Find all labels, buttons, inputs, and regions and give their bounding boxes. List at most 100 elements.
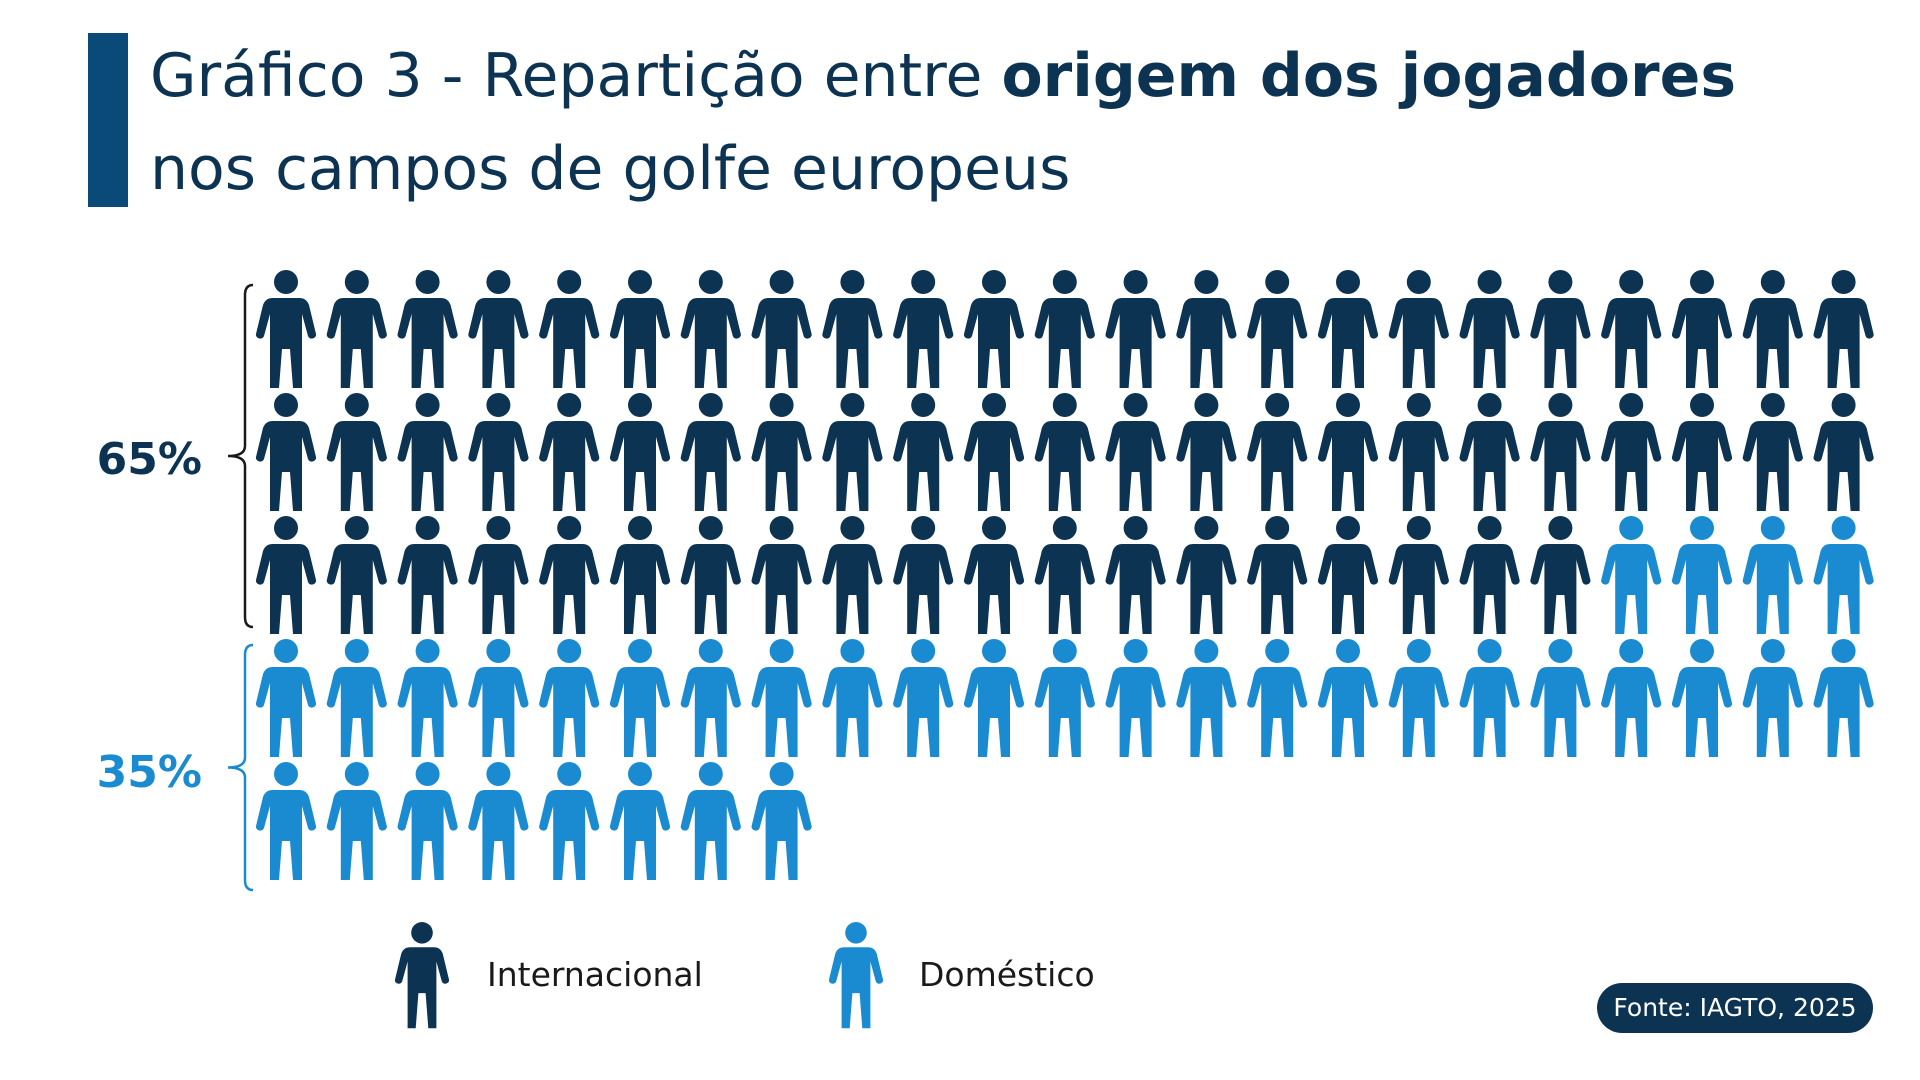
person-icon-internacional xyxy=(680,393,741,511)
person-icon-domestico xyxy=(1601,639,1662,757)
person-icon-internacional xyxy=(397,393,458,511)
person-icon-internacional xyxy=(1247,393,1308,511)
person-icon-internacional xyxy=(255,516,317,634)
person-icon-internacional xyxy=(963,516,1025,634)
person-icon-internacional xyxy=(1742,270,1803,388)
person-icon-domestico xyxy=(326,762,387,880)
percent-label-domestico: 35% xyxy=(97,747,202,798)
person-icon-internacional xyxy=(1247,270,1308,388)
person-icon-internacional xyxy=(1530,516,1591,634)
person-icon-internacional xyxy=(822,270,883,388)
person-icon-domestico xyxy=(1813,516,1874,634)
person-icon-internacional xyxy=(1671,270,1733,388)
person-icon-internacional xyxy=(1176,393,1237,511)
person-icon-internacional xyxy=(1247,516,1308,634)
person-icon-internacional xyxy=(609,393,671,511)
person-icon-internacional xyxy=(1105,516,1166,634)
person-icon-domestico xyxy=(1671,639,1733,757)
person-icon-domestico xyxy=(893,639,954,757)
person-icon-internacional xyxy=(326,393,387,511)
person-icon-internacional xyxy=(1459,516,1520,634)
title-part2: nos campos de golfe europeus xyxy=(150,134,1071,204)
person-icon-domestico xyxy=(609,639,671,757)
person-icon-internacional xyxy=(1813,393,1874,511)
person-icon-internacional xyxy=(893,393,954,511)
person-icon-internacional xyxy=(751,393,812,511)
person-icon-domestico xyxy=(397,762,458,880)
person-icon-internacional xyxy=(893,270,954,388)
person-icon-internacional xyxy=(680,516,741,634)
person-icon-domestico xyxy=(468,639,529,757)
person-icon-domestico xyxy=(539,639,600,757)
title-bold: origem dos jogadores xyxy=(1001,41,1737,111)
person-icon-internacional xyxy=(609,516,671,634)
person-icon-domestico xyxy=(1601,516,1662,634)
legend-label-domestico: Doméstico xyxy=(919,955,1095,994)
person-icon-internacional xyxy=(1176,270,1237,388)
person-icon-internacional xyxy=(680,270,741,388)
person-icon-domestico xyxy=(539,762,600,880)
person-icon-internacional xyxy=(539,270,600,388)
person-icon-internacional xyxy=(893,516,954,634)
person-icon-domestico xyxy=(1530,639,1591,757)
person-icon-domestico xyxy=(1742,516,1803,634)
bracket-internacional xyxy=(227,283,254,629)
person-icon-internacional xyxy=(963,393,1025,511)
person-icon-internacional xyxy=(1317,516,1379,634)
title-accent-bar xyxy=(88,33,128,207)
person-icon-internacional xyxy=(326,516,387,634)
person-icon-domestico xyxy=(680,639,741,757)
title-part1: Gráfico 3 - Repartição entre xyxy=(150,41,1002,111)
person-icon-internacional xyxy=(1034,516,1095,634)
person-icon-domestico xyxy=(397,639,458,757)
person-icon-domestico xyxy=(255,762,317,880)
person-icon-internacional xyxy=(468,516,529,634)
person-icon-internacional xyxy=(1034,270,1095,388)
pictogram-icons xyxy=(255,270,1874,880)
person-icon-domestico xyxy=(1247,639,1308,757)
person-icon-internacional xyxy=(539,516,600,634)
person-icon-internacional xyxy=(1742,393,1803,511)
person-icon-internacional xyxy=(468,270,529,388)
person-icon-domestico xyxy=(1813,639,1874,757)
person-icon-internacional xyxy=(397,516,458,634)
person-icon-internacional xyxy=(397,270,458,388)
person-icon-domestico xyxy=(751,639,812,757)
bracket-domestico xyxy=(227,643,254,892)
person-icon-domestico xyxy=(1034,639,1095,757)
person-icon-domestico xyxy=(963,639,1025,757)
person-icon-internacional xyxy=(1034,393,1095,511)
person-icon-internacional xyxy=(255,270,317,388)
person-icon-internacional xyxy=(1388,393,1449,511)
person-icon-internacional xyxy=(822,516,883,634)
person-icon-domestico xyxy=(822,639,883,757)
person-icon-internacional xyxy=(1459,393,1520,511)
person-icon-internacional xyxy=(1176,516,1237,634)
person-icon-domestico xyxy=(1742,639,1803,757)
person-icon-internacional xyxy=(326,270,387,388)
person-icon-internacional xyxy=(1601,270,1662,388)
source-badge: Fonte: IAGTO, 2025 xyxy=(1597,983,1873,1033)
person-icon-domestico xyxy=(1176,639,1237,757)
person-icon-internacional xyxy=(751,270,812,388)
legend-icon-domestico xyxy=(828,922,884,1029)
person-icon-domestico xyxy=(1388,639,1449,757)
percent-label-internacional: 65% xyxy=(97,434,202,485)
person-icon-internacional xyxy=(1671,393,1733,511)
person-icon-internacional xyxy=(1317,393,1379,511)
person-icon-domestico xyxy=(255,639,317,757)
person-icon-domestico xyxy=(1671,516,1733,634)
person-icon-internacional xyxy=(1317,270,1379,388)
person-icon-internacional xyxy=(1813,270,1874,388)
person-icon-internacional xyxy=(751,516,812,634)
person-icon-internacional xyxy=(609,270,671,388)
person-icon-domestico xyxy=(326,639,387,757)
person-icon-domestico xyxy=(751,762,812,880)
percentage-brackets xyxy=(227,283,254,892)
person-icon-internacional xyxy=(1530,270,1591,388)
person-icon-internacional xyxy=(1601,393,1662,511)
person-icon-domestico xyxy=(468,762,529,880)
person-icon-domestico xyxy=(1317,639,1379,757)
person-icon-domestico xyxy=(1459,639,1520,757)
